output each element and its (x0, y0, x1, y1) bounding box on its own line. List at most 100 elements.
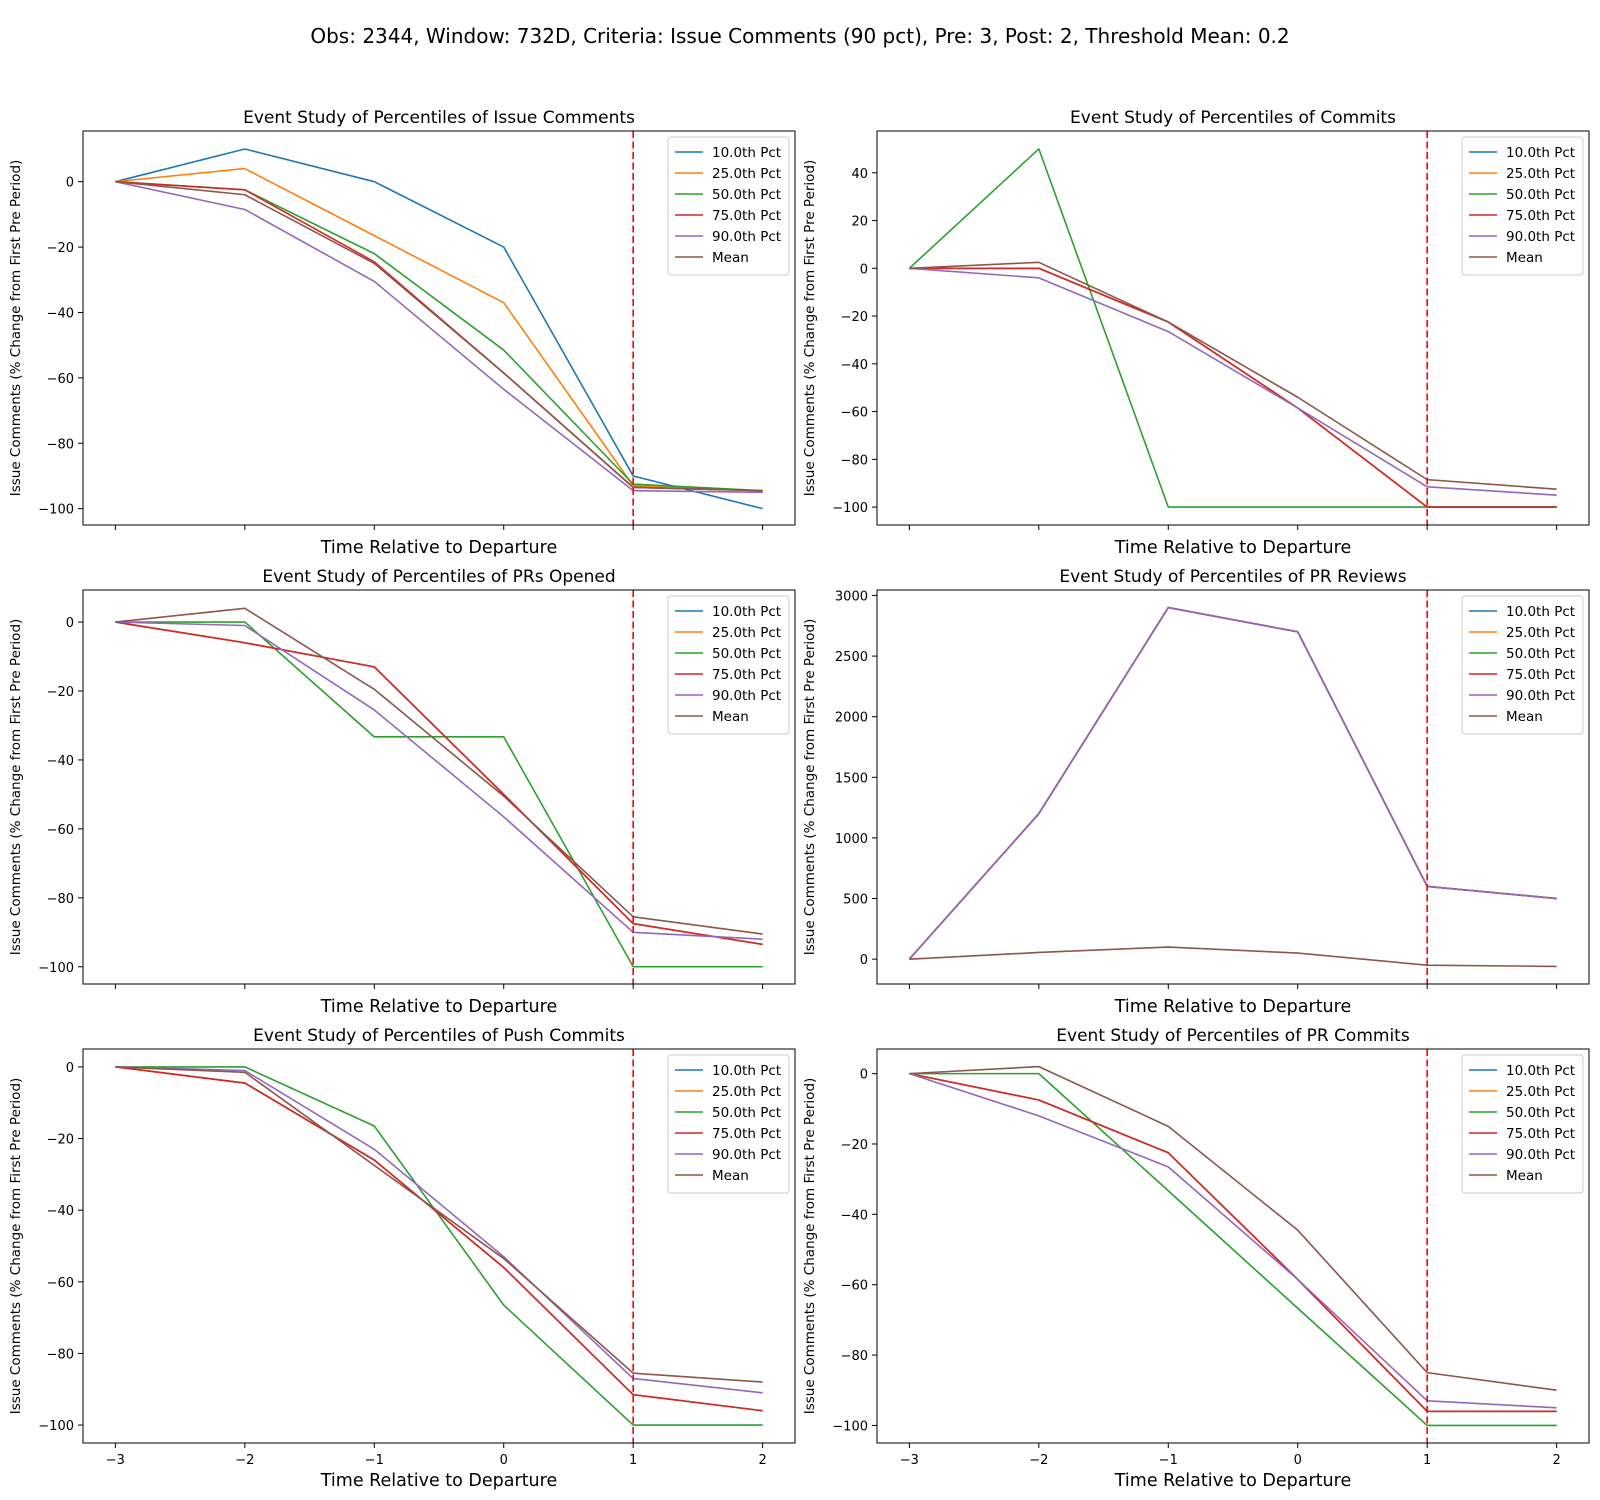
axes-frame (82, 130, 796, 526)
y-tick-label: 0 (860, 262, 868, 277)
legend: 10.0th Pct 25.0th Pct 50.0th Pct 75.0th Pct… (1461, 136, 1584, 276)
axes-frame (876, 589, 1590, 985)
legend-label: 50.0th Pct (1506, 646, 1575, 662)
plot-area (115, 131, 763, 525)
y-tick-label: −20 (47, 241, 74, 256)
series-line-90-0th-pct (115, 1066, 763, 1394)
series-line-25-0th-pct (908, 606, 1557, 960)
y-tick-label: 0 (860, 1068, 868, 1083)
y-tick-label: −20 (47, 685, 74, 700)
legend-label: 75.0th Pct (712, 208, 781, 224)
y-tick-label: −80 (841, 1349, 868, 1364)
plot-area (908, 590, 1557, 984)
series-line-10-0th-pct (908, 606, 1557, 960)
x-axis-label: Time Relative to Departure (320, 1471, 557, 1491)
legend: 10.0th Pct 25.0th Pct 50.0th Pct 75.0th Pct… (667, 595, 790, 735)
y-tick-label: −100 (38, 503, 74, 518)
legend-label: 90.0th Pct (1506, 688, 1575, 704)
y-tick-label: 0 (66, 176, 74, 191)
series-line-10-0th-pct (115, 1066, 763, 1412)
x-tick-label: 0 (1294, 1453, 1302, 1468)
series-line-mean (909, 261, 1557, 490)
x-axis-label: Time Relative to Departure (320, 538, 557, 558)
y-tick-label: 3000 (835, 589, 868, 604)
legend-box (1461, 136, 1584, 276)
series-line-75-0th-pct (909, 1072, 1557, 1413)
series-line-90-0th-pct (115, 621, 763, 940)
x-axis-label: Time Relative to Departure (320, 997, 557, 1017)
subplot-5: Event Study of Percentiles of Push Commi… (8, 1026, 796, 1491)
series-line-10-0th-pct (115, 621, 763, 946)
legend-label: 10.0th Pct (712, 1063, 781, 1079)
x-tick-label: 1 (629, 1453, 637, 1468)
y-tick-label: −80 (841, 453, 868, 468)
y-tick-label: −80 (47, 437, 74, 452)
y-tick-label: −60 (47, 823, 74, 838)
y-tick-label: −60 (841, 1279, 868, 1294)
series-line-75-0th-pct (115, 1066, 763, 1412)
subplot-title: Event Study of Percentiles of Push Commi… (253, 1026, 625, 1046)
legend-label: 75.0th Pct (1506, 1126, 1575, 1142)
axes-frame (82, 1048, 796, 1444)
legend-label: 25.0th Pct (1506, 166, 1575, 182)
y-tick-label: 500 (843, 893, 868, 908)
legend-box (1461, 595, 1584, 735)
x-tick-label: −2 (235, 1453, 254, 1468)
y-tick-label: −40 (841, 358, 868, 373)
series-line-50-0th-pct (908, 148, 1557, 508)
x-axis-label: Time Relative to Departure (1114, 538, 1351, 558)
plot-area (908, 131, 1557, 525)
series-line-50-0th-pct (115, 1066, 763, 1426)
legend-label: 75.0th Pct (712, 1126, 781, 1142)
subplot-title: Event Study of Percentiles of PR Reviews (1059, 567, 1406, 587)
legend-label: 10.0th Pct (712, 604, 781, 620)
series-line-50-0th-pct (115, 621, 763, 968)
plot-area (115, 1049, 763, 1443)
legend-label: 25.0th Pct (712, 166, 781, 182)
y-tick-label: 1500 (835, 771, 868, 786)
y-axis-label: Issue Comments (% Change from First Pre … (8, 1078, 24, 1415)
y-axis-label: Issue Comments (% Change from First Pre … (8, 160, 24, 497)
legend-label: 50.0th Pct (1506, 187, 1575, 203)
series-line-10-0th-pct (909, 267, 1557, 508)
y-axis-label: Issue Comments (% Change from First Pre … (802, 160, 818, 497)
x-tick-label: 0 (500, 1453, 508, 1468)
subplot-4: Event Study of Percentiles of PR Reviews… (802, 567, 1590, 1017)
series-line-mean (115, 607, 763, 935)
x-axis-label: Time Relative to Departure (1114, 1471, 1351, 1491)
plot-area (115, 590, 763, 984)
y-tick-label: −60 (47, 1276, 74, 1291)
series-line-75-0th-pct (908, 606, 1557, 960)
y-tick-label: 20 (851, 215, 868, 230)
legend-label: 50.0th Pct (712, 646, 781, 662)
series-line-25-0th-pct (115, 167, 763, 492)
y-axis-label: Issue Comments (% Change from First Pre … (802, 619, 818, 956)
legend-label: 75.0th Pct (712, 667, 781, 683)
y-axis-label: Issue Comments (% Change from First Pre … (802, 1078, 818, 1415)
y-tick-label: −80 (47, 892, 74, 907)
y-tick-label: −40 (47, 306, 74, 321)
subplot-title: Event Study of Percentiles of Issue Comm… (243, 108, 635, 128)
legend-label: 25.0th Pct (712, 1084, 781, 1100)
x-tick-label: 2 (758, 1453, 766, 1468)
legend-label: Mean (712, 250, 749, 266)
y-tick-label: 0 (66, 1061, 74, 1076)
axes-frame (876, 130, 1590, 526)
legend-label: 50.0th Pct (1506, 1105, 1575, 1121)
figure-title: Obs: 2344, Window: 732D, Criteria: Issue… (310, 24, 1290, 48)
y-tick-label: 0 (860, 953, 868, 968)
plot-area (909, 1049, 1557, 1443)
series-line-25-0th-pct (115, 1066, 763, 1412)
subplot-1: Event Study of Percentiles of Issue Comm… (8, 108, 796, 558)
subplot-title: Event Study of Percentiles of Commits (1070, 108, 1396, 128)
y-tick-label: −100 (832, 501, 868, 516)
x-axis-label: Time Relative to Departure (1114, 997, 1351, 1017)
subplot-2: Event Study of Percentiles of Commits 40 2… (802, 108, 1590, 558)
legend-label: 25.0th Pct (1506, 625, 1575, 641)
series-line-90-0th-pct (909, 267, 1557, 496)
legend-box (1461, 1054, 1584, 1194)
y-tick-label: −20 (841, 310, 868, 325)
legend-box (667, 1054, 790, 1194)
series-line-10-0th-pct (909, 1072, 1557, 1413)
series-line-mean (909, 1065, 1557, 1392)
